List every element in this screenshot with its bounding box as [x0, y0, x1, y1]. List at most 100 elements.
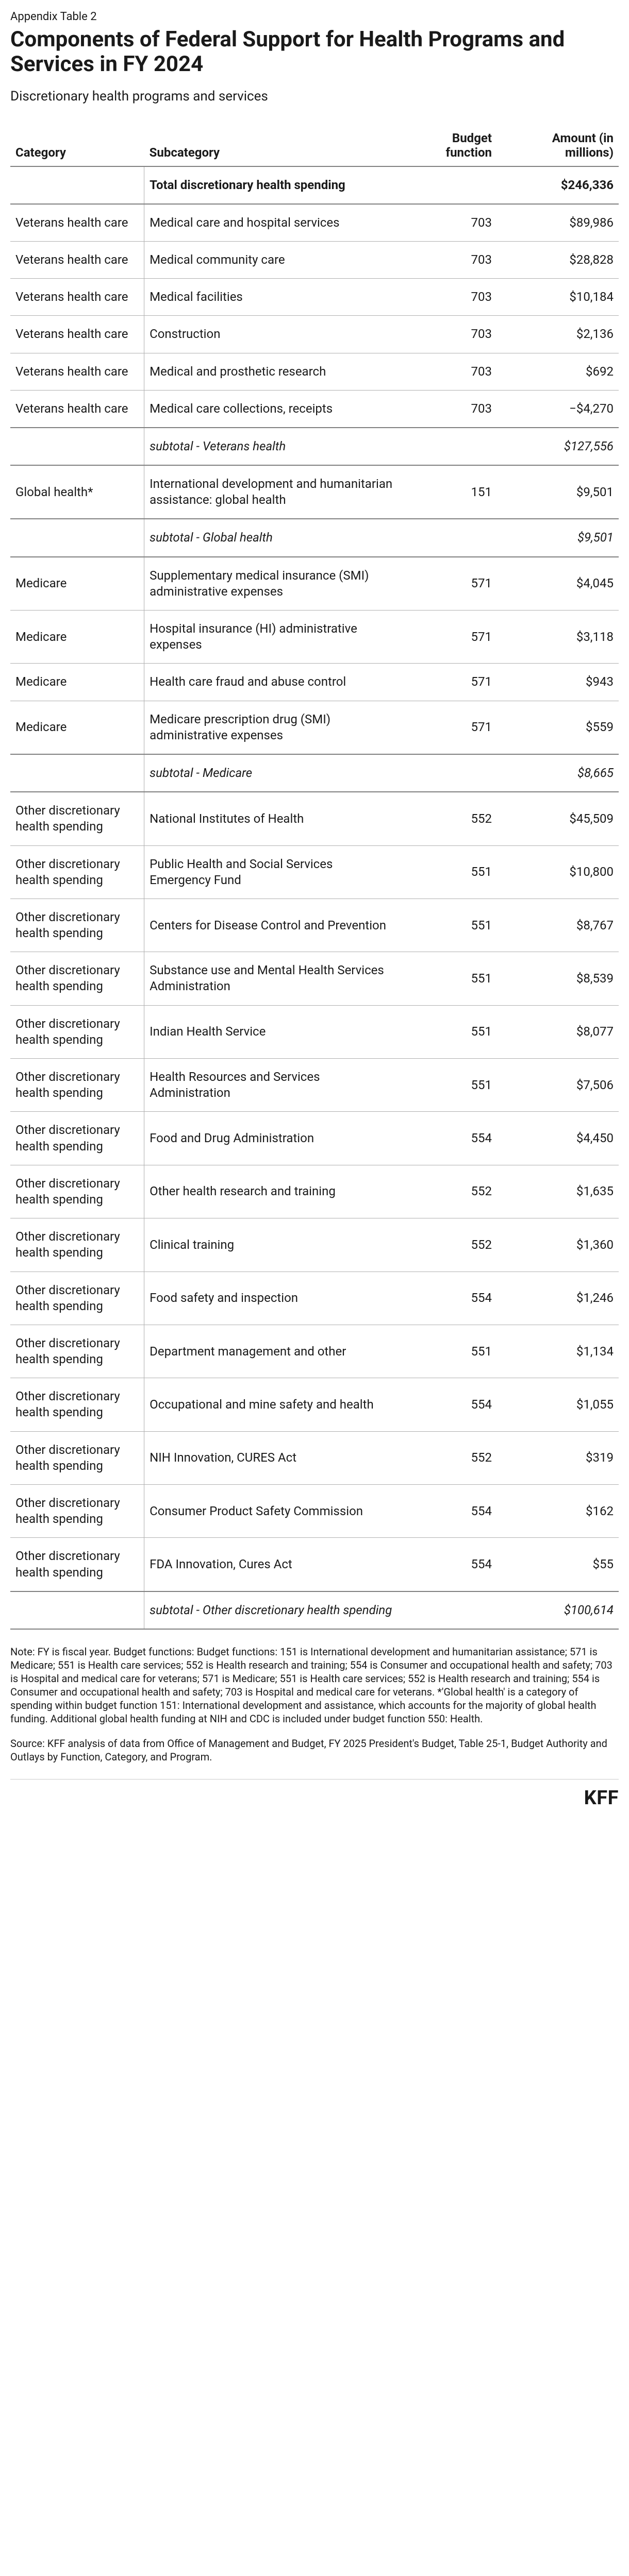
cell-category: Veterans health care — [10, 204, 144, 242]
table-row: MedicareMedicare prescription drug (SMI)… — [10, 701, 619, 754]
cell-budget: 552 — [400, 1218, 497, 1272]
subtotal-label: subtotal - Medicare — [144, 754, 497, 792]
cell-budget: 552 — [400, 792, 497, 845]
cell-budget: 703 — [400, 204, 497, 242]
cell-amount: $162 — [497, 1485, 619, 1538]
subtotal-amount: $127,556 — [497, 428, 619, 465]
cell-subcategory: Department management and other — [144, 1325, 400, 1378]
cell-subcategory: Health Resources and Services Administra… — [144, 1059, 400, 1112]
cell-subcategory: Consumer Product Safety Commission — [144, 1485, 400, 1538]
cell-category: Other discretionary health spending — [10, 1431, 144, 1484]
cell-amount: $1,134 — [497, 1325, 619, 1378]
cell-amount: $45,509 — [497, 792, 619, 845]
table-row: MedicareHealth care fraud and abuse cont… — [10, 664, 619, 701]
cell-amount: $319 — [497, 1431, 619, 1484]
cell-category: Medicare — [10, 701, 144, 754]
subtotal-amount: $100,614 — [497, 1591, 619, 1629]
cell-subcategory: Construction — [144, 316, 400, 353]
table-row: Global health*International development … — [10, 465, 619, 519]
cell-subcategory: Indian Health Service — [144, 1005, 400, 1058]
cell-budget: 551 — [400, 899, 497, 952]
cell-amount: $10,184 — [497, 279, 619, 316]
cell-category: Veterans health care — [10, 241, 144, 278]
cell-category: Other discretionary health spending — [10, 845, 144, 899]
cell-amount: $7,506 — [497, 1059, 619, 1112]
table-row: Other discretionary health spendingConsu… — [10, 1485, 619, 1538]
cell-category: Other discretionary health spending — [10, 1165, 144, 1218]
total-row: Total discretionary health spending$246,… — [10, 166, 619, 204]
subtotal-cat — [10, 1591, 144, 1629]
table-row: Other discretionary health spendingHealt… — [10, 1059, 619, 1112]
cell-amount: $943 — [497, 664, 619, 701]
subtotal-amount: $8,665 — [497, 754, 619, 792]
cell-subcategory: International development and humanitari… — [144, 465, 400, 519]
page-subtitle: Discretionary health programs and servic… — [10, 89, 619, 104]
subtotal-label: subtotal - Other discretionary health sp… — [144, 1591, 497, 1629]
table-row: Other discretionary health spendingNIH I… — [10, 1431, 619, 1484]
cell-budget: 571 — [400, 664, 497, 701]
cell-budget: 703 — [400, 353, 497, 390]
table-row: Other discretionary health spendingSubst… — [10, 952, 619, 1005]
cell-amount: $10,800 — [497, 845, 619, 899]
cell-subcategory: Medical care collections, receipts — [144, 390, 400, 428]
cell-amount: $2,136 — [497, 316, 619, 353]
col-header-category: Category — [10, 125, 144, 166]
cell-category: Other discretionary health spending — [10, 1059, 144, 1112]
cell-amount: $4,045 — [497, 557, 619, 611]
appendix-label: Appendix Table 2 — [10, 10, 619, 23]
col-header-amount: Amount (in millions) — [497, 125, 619, 166]
col-header-budget: Budget function — [400, 125, 497, 166]
cell-amount: $1,055 — [497, 1378, 619, 1431]
cell-budget: 703 — [400, 316, 497, 353]
cell-budget: 571 — [400, 557, 497, 611]
table-header-row: Category Subcategory Budget function Amo… — [10, 125, 619, 166]
cell-budget: 554 — [400, 1538, 497, 1591]
cell-budget: 551 — [400, 1059, 497, 1112]
cell-category: Other discretionary health spending — [10, 1485, 144, 1538]
cell-subcategory: Public Health and Social Services Emerge… — [144, 845, 400, 899]
table-row: Other discretionary health spendingFDA I… — [10, 1538, 619, 1591]
cell-amount: $692 — [497, 353, 619, 390]
cell-budget: 551 — [400, 1005, 497, 1058]
cell-budget: 551 — [400, 1325, 497, 1378]
table-row: Other discretionary health spendingClini… — [10, 1218, 619, 1272]
cell-amount: $3,118 — [497, 611, 619, 664]
cell-subcategory: Centers for Disease Control and Preventi… — [144, 899, 400, 952]
table-row: Veterans health careMedical care and hos… — [10, 204, 619, 242]
cell-amount: $8,767 — [497, 899, 619, 952]
total-cat — [10, 166, 144, 204]
cell-subcategory: Occupational and mine safety and health — [144, 1378, 400, 1431]
cell-amount: $559 — [497, 701, 619, 754]
cell-subcategory: NIH Innovation, CURES Act — [144, 1431, 400, 1484]
cell-subcategory: Other health research and training — [144, 1165, 400, 1218]
table-row: Other discretionary health spendingFood … — [10, 1112, 619, 1165]
total-label: Total discretionary health spending — [144, 166, 497, 204]
cell-subcategory: Medical facilities — [144, 279, 400, 316]
cell-category: Veterans health care — [10, 316, 144, 353]
subtotal-row: subtotal - Global health$9,501 — [10, 519, 619, 556]
cell-budget: 551 — [400, 845, 497, 899]
cell-subcategory: Clinical training — [144, 1218, 400, 1272]
table-row: Other discretionary health spendingOther… — [10, 1165, 619, 1218]
table-row: MedicareHospital insurance (HI) administ… — [10, 611, 619, 664]
cell-category: Other discretionary health spending — [10, 899, 144, 952]
cell-category: Other discretionary health spending — [10, 1272, 144, 1325]
cell-subcategory: Substance use and Mental Health Services… — [144, 952, 400, 1005]
subtotal-cat — [10, 519, 144, 556]
table-row: Other discretionary health spendingPubli… — [10, 845, 619, 899]
subtotal-label: subtotal - Global health — [144, 519, 497, 556]
cell-category: Other discretionary health spending — [10, 792, 144, 845]
cell-category: Global health* — [10, 465, 144, 519]
cell-category: Other discretionary health spending — [10, 1378, 144, 1431]
cell-budget: 552 — [400, 1165, 497, 1218]
cell-category: Other discretionary health spending — [10, 1325, 144, 1378]
cell-amount: $8,539 — [497, 952, 619, 1005]
subtotal-row: subtotal - Veterans health$127,556 — [10, 428, 619, 465]
cell-budget: 571 — [400, 611, 497, 664]
cell-budget: 151 — [400, 465, 497, 519]
cell-amount: $55 — [497, 1538, 619, 1591]
cell-amount: $1,246 — [497, 1272, 619, 1325]
cell-subcategory: Medical care and hospital services — [144, 204, 400, 242]
col-header-subcategory: Subcategory — [144, 125, 400, 166]
subtotal-row: subtotal - Medicare$8,665 — [10, 754, 619, 792]
